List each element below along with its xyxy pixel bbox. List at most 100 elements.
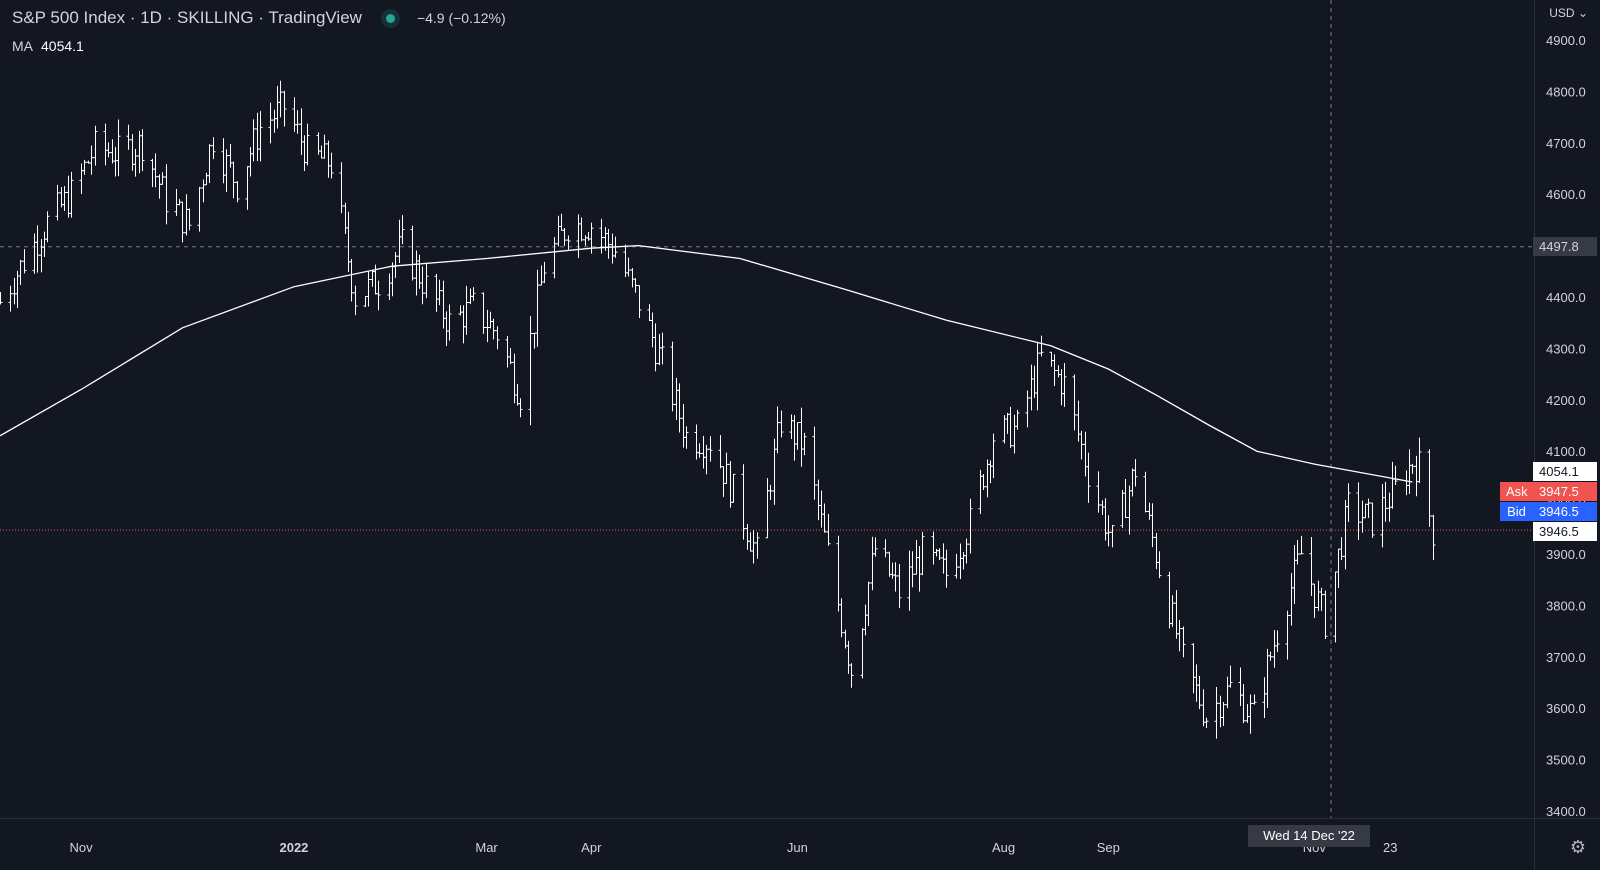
- price-bar: [1100, 500, 1105, 516]
- price-bar: [410, 225, 415, 281]
- price-bar: [789, 414, 794, 440]
- x-tick-label: Nov: [70, 840, 94, 855]
- price-bar: [461, 305, 466, 344]
- price-bar: [485, 309, 490, 343]
- bid-label[interactable]: Bid: [1500, 502, 1533, 521]
- price-bar: [302, 135, 307, 171]
- price-bar: [1366, 498, 1371, 518]
- price-bar: [681, 403, 686, 448]
- price-bar: [1383, 481, 1388, 522]
- price-bar: [795, 422, 800, 450]
- price-bar: [228, 144, 233, 168]
- price-bar: [1295, 540, 1300, 565]
- price-bar: [802, 432, 807, 456]
- price-bar: [917, 546, 922, 592]
- price-bar: [755, 532, 760, 559]
- price-bar: [1170, 595, 1175, 627]
- price-bar: [187, 208, 192, 231]
- price-bar: [1110, 525, 1115, 548]
- price-bar: [272, 109, 277, 133]
- price-bar: [849, 663, 854, 688]
- price-bar: [731, 473, 736, 503]
- price-bar: [471, 287, 476, 301]
- price-bar: [765, 478, 770, 539]
- price-bar: [1012, 414, 1017, 454]
- price-bar: [1133, 459, 1138, 487]
- ask-price-tag[interactable]: 3947.5: [1533, 482, 1597, 501]
- chart-title[interactable]: S&P 500 Index · 1D · SKILLING · TradingV…: [12, 8, 362, 27]
- price-bar: [390, 262, 395, 297]
- price-bar: [299, 108, 304, 155]
- price-bar: [268, 102, 273, 144]
- price-bar: [434, 273, 439, 312]
- price-bar: [211, 137, 216, 160]
- price-bar: [552, 237, 557, 279]
- bid-price-tag[interactable]: 3946.5: [1533, 502, 1597, 521]
- price-bar: [1072, 374, 1077, 431]
- price-bar: [1008, 406, 1013, 448]
- price-bar: [1417, 437, 1422, 483]
- moving-average: [0, 244, 1413, 483]
- price-bar: [1127, 485, 1132, 535]
- x-tick-label: Aug: [992, 840, 1015, 855]
- price-bar: [295, 110, 300, 134]
- y-tick-label: 3400.0: [1546, 804, 1586, 819]
- price-bar: [626, 257, 631, 277]
- price-bar: [1086, 452, 1091, 503]
- price-bar: [1197, 675, 1202, 710]
- price-bar: [1309, 536, 1314, 596]
- price-bar: [920, 531, 925, 576]
- y-tick-label: 3600.0: [1546, 701, 1586, 716]
- price-bar: [160, 172, 165, 185]
- price-bar: [718, 435, 723, 469]
- price-bar: [305, 123, 310, 166]
- ma-legend[interactable]: MA 4054.1: [12, 38, 84, 54]
- price-bar: [1049, 351, 1054, 367]
- market-status-icon: [385, 13, 395, 23]
- price-bar: [748, 532, 753, 552]
- price-bar: [224, 149, 229, 192]
- price-bar: [1346, 483, 1351, 522]
- price-bar: [1431, 514, 1436, 560]
- price-bar: [45, 211, 50, 243]
- price-bar: [1194, 664, 1199, 702]
- price-bar: [157, 174, 162, 199]
- price-bar: [1410, 463, 1415, 474]
- price-bar: [1268, 651, 1273, 661]
- y-tick-label: 3900.0: [1546, 547, 1586, 562]
- price-bar: [586, 231, 591, 241]
- gear-icon[interactable]: ⚙: [1569, 837, 1586, 857]
- x-tick-label: Sep: [1097, 840, 1120, 855]
- price-bar: [792, 415, 797, 461]
- x-tick-label: 23: [1383, 840, 1397, 855]
- price-bar: [1025, 390, 1030, 428]
- price-bar: [910, 551, 915, 588]
- ask-label[interactable]: Ask: [1500, 482, 1533, 501]
- price-bar: [1039, 335, 1044, 357]
- price-bar: [1035, 341, 1040, 411]
- price-bar: [420, 266, 425, 305]
- price-bar: [130, 133, 135, 171]
- price-bar: [278, 80, 283, 118]
- price-bar: [1157, 551, 1162, 579]
- price-bar: [174, 188, 179, 216]
- price-bar: [42, 231, 47, 258]
- y-tick-label: 3700.0: [1546, 650, 1586, 665]
- price-bar: [958, 543, 963, 580]
- price-bar: [437, 279, 442, 306]
- y-tick-label: 3500.0: [1546, 753, 1586, 768]
- price-bar: [441, 280, 446, 329]
- price-bar: [1177, 619, 1182, 652]
- price-bar: [606, 229, 611, 259]
- price-bar: [69, 171, 74, 218]
- price-bar: [822, 503, 827, 533]
- price-bar: [12, 277, 17, 305]
- currency-selector[interactable]: USD ⌄: [1549, 6, 1588, 20]
- price-bar: [329, 152, 334, 179]
- price-bar: [353, 285, 358, 316]
- price-bar: [204, 172, 209, 186]
- price-bar: [985, 459, 990, 498]
- price-bar: [674, 377, 679, 421]
- currency-label: USD: [1549, 6, 1575, 20]
